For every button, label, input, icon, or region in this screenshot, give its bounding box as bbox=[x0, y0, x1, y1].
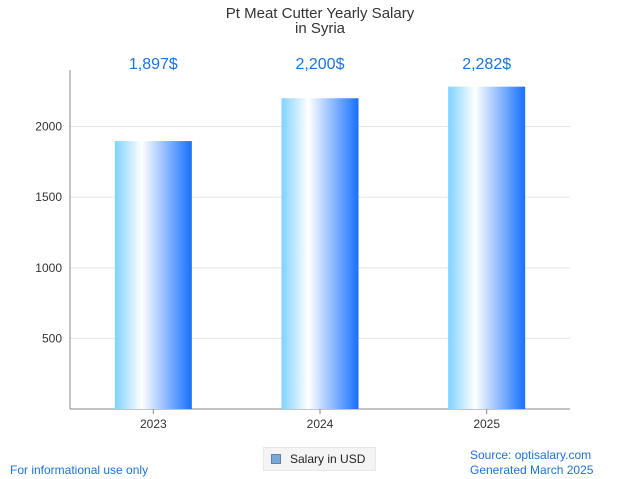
disclaimer-text: For informational use only bbox=[10, 463, 149, 477]
generated-date: Generated March 2025 bbox=[470, 463, 594, 477]
chart-title-line: Pt Meat Cutter Yearly Salary bbox=[226, 5, 415, 22]
bar-2025[interactable] bbox=[448, 86, 526, 409]
x-tick-label: 2023 bbox=[140, 417, 167, 431]
y-tick-label: 2000 bbox=[35, 120, 62, 134]
legend-swatch bbox=[271, 454, 281, 464]
chart-title-line: in Syria bbox=[295, 20, 346, 37]
y-tick-label: 1000 bbox=[35, 261, 62, 275]
data-labels: 1,897$ 2,200$ 2,282$ bbox=[129, 56, 511, 73]
y-tick-label: 1500 bbox=[35, 190, 62, 204]
legend-label: Salary in USD bbox=[290, 452, 366, 466]
x-tick-label: 2024 bbox=[307, 417, 334, 431]
data-label-2024: 2,200$ bbox=[296, 56, 345, 73]
legend[interactable]: Salary in USD bbox=[263, 447, 376, 471]
data-label-2025: 2,282$ bbox=[462, 56, 511, 73]
data-label-2023: 1,897$ bbox=[129, 56, 178, 73]
source-link[interactable]: Source: optisalary.com bbox=[470, 448, 592, 462]
y-tick-label: 500 bbox=[42, 331, 62, 345]
x-tick-label: 2025 bbox=[473, 417, 500, 431]
bar-2024[interactable] bbox=[281, 98, 359, 409]
bars bbox=[114, 86, 526, 409]
bar-2023[interactable] bbox=[114, 141, 192, 409]
source-info: Source: optisalary.com Generated March 2… bbox=[470, 448, 593, 478]
